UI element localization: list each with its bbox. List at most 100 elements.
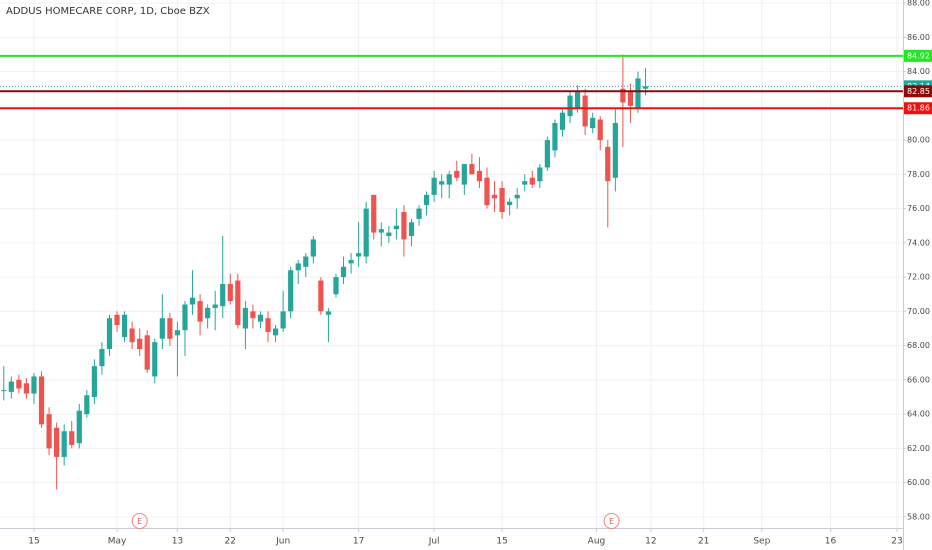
- candle-body: [574, 92, 581, 108]
- x-tick-label: 16: [825, 537, 837, 547]
- plot: [0, 54, 903, 490]
- candle-body: [38, 376, 45, 425]
- y-tick-label: 68.00: [907, 341, 930, 350]
- candle-body: [310, 239, 316, 257]
- level-tag: [904, 49, 932, 62]
- candle-body: [76, 410, 82, 444]
- candle-body: [416, 208, 422, 219]
- candle-body: [152, 342, 158, 377]
- candle-body: [265, 318, 271, 332]
- candle-body: [386, 232, 392, 236]
- candle-body: [401, 212, 407, 240]
- level-label: 81.86: [907, 104, 930, 113]
- candle-body: [635, 78, 641, 108]
- grid: [0, 0, 903, 528]
- candle-body: [529, 177, 535, 185]
- candle-body: [174, 330, 181, 336]
- y-tick-label: 80.00: [907, 136, 930, 145]
- candle-body: [378, 229, 384, 233]
- candle-body: [348, 259, 354, 264]
- y-tick-label: 66.00: [907, 375, 930, 384]
- candle-body: [612, 122, 618, 178]
- candle-body: [167, 318, 173, 339]
- candle-body: [303, 256, 309, 267]
- candle-body: [491, 194, 498, 199]
- level-label: 84.92: [907, 51, 930, 60]
- candle-body: [205, 307, 211, 319]
- candle-body: [129, 328, 135, 343]
- x-tick-label: 17: [353, 537, 364, 547]
- candle-body: [159, 318, 165, 339]
- candle-body: [61, 431, 67, 457]
- candle-body: [84, 395, 90, 415]
- y-tick-label: 60.00: [907, 478, 930, 487]
- candle-body: [220, 283, 226, 307]
- y-tick-label: 58.00: [907, 512, 930, 521]
- earnings-marker: [131, 513, 148, 529]
- y-tick-label: 88.00: [907, 0, 930, 8]
- candle-body: [408, 222, 415, 236]
- axes: 58.00 60.00 62.00 64.00 66.00 68.00 70.00 72.00…: [28, 0, 932, 547]
- chart-title: ADDUS HOMECARE CORP, 1D, Cboe BZX: [6, 6, 210, 17]
- x-tick-label: Sep: [753, 537, 770, 547]
- x-tick-label: May: [108, 537, 127, 547]
- x-tick-label: 22: [225, 537, 236, 547]
- y-tick-label: 72.00: [907, 273, 930, 282]
- candle-body: [325, 311, 332, 315]
- candle-body: [197, 301, 203, 322]
- y-tick-label: 76.00: [907, 204, 930, 213]
- candle-body: [121, 314, 128, 338]
- candle-body: [423, 194, 430, 206]
- candle-body: [514, 194, 520, 199]
- y-tick-label: 70.00: [907, 307, 930, 316]
- candle-body: [567, 95, 573, 117]
- candle-body: [99, 349, 105, 367]
- candle-body: [340, 266, 347, 278]
- y-tick-label: 74.00: [907, 238, 930, 247]
- earnings-marker: [603, 513, 620, 529]
- candle-body: [507, 201, 513, 206]
- candle-body: [46, 414, 52, 449]
- y-tick-label: 64.00: [907, 410, 930, 419]
- candle-body: [590, 117, 596, 129]
- candle-body: [8, 381, 14, 392]
- candle-body: [288, 270, 294, 312]
- candle-body: [461, 164, 467, 185]
- x-tick-label: 15: [496, 537, 507, 547]
- candle-body: [454, 170, 460, 178]
- candle-body: [597, 119, 603, 141]
- x-tick-label: 21: [698, 537, 709, 547]
- x-tick-label: 13: [172, 537, 183, 547]
- level-tag: [904, 85, 932, 98]
- candle-body: [91, 366, 97, 397]
- y-tick-label: 62.00: [907, 444, 930, 453]
- earnings-label: E: [137, 517, 142, 526]
- candle-body: [476, 170, 483, 182]
- candle-body: [1, 390, 7, 392]
- candle-body: [522, 181, 528, 185]
- candle-body: [620, 88, 626, 103]
- candle-body: [371, 194, 377, 233]
- candle-body: [484, 177, 490, 206]
- candle-body: [544, 140, 550, 168]
- candle-body: [537, 167, 543, 182]
- candle-body: [363, 208, 369, 257]
- candle-body: [23, 383, 30, 394]
- candle-body: [106, 318, 113, 350]
- candle-body: [582, 95, 588, 127]
- candle-body: [627, 92, 634, 106]
- candle-body: [605, 146, 611, 182]
- candle-body: [559, 112, 566, 130]
- x-tick-label: 15: [28, 537, 39, 547]
- candle-body: [54, 427, 60, 457]
- candle-body: [446, 174, 452, 185]
- candle-body: [431, 177, 437, 195]
- candle-body: [227, 283, 233, 302]
- candle-body: [212, 304, 218, 308]
- candle-body: [552, 122, 558, 151]
- candle-body: [356, 253, 362, 257]
- y-tick-label: 86.00: [907, 33, 930, 42]
- y-tick-label: 78.00: [907, 170, 930, 179]
